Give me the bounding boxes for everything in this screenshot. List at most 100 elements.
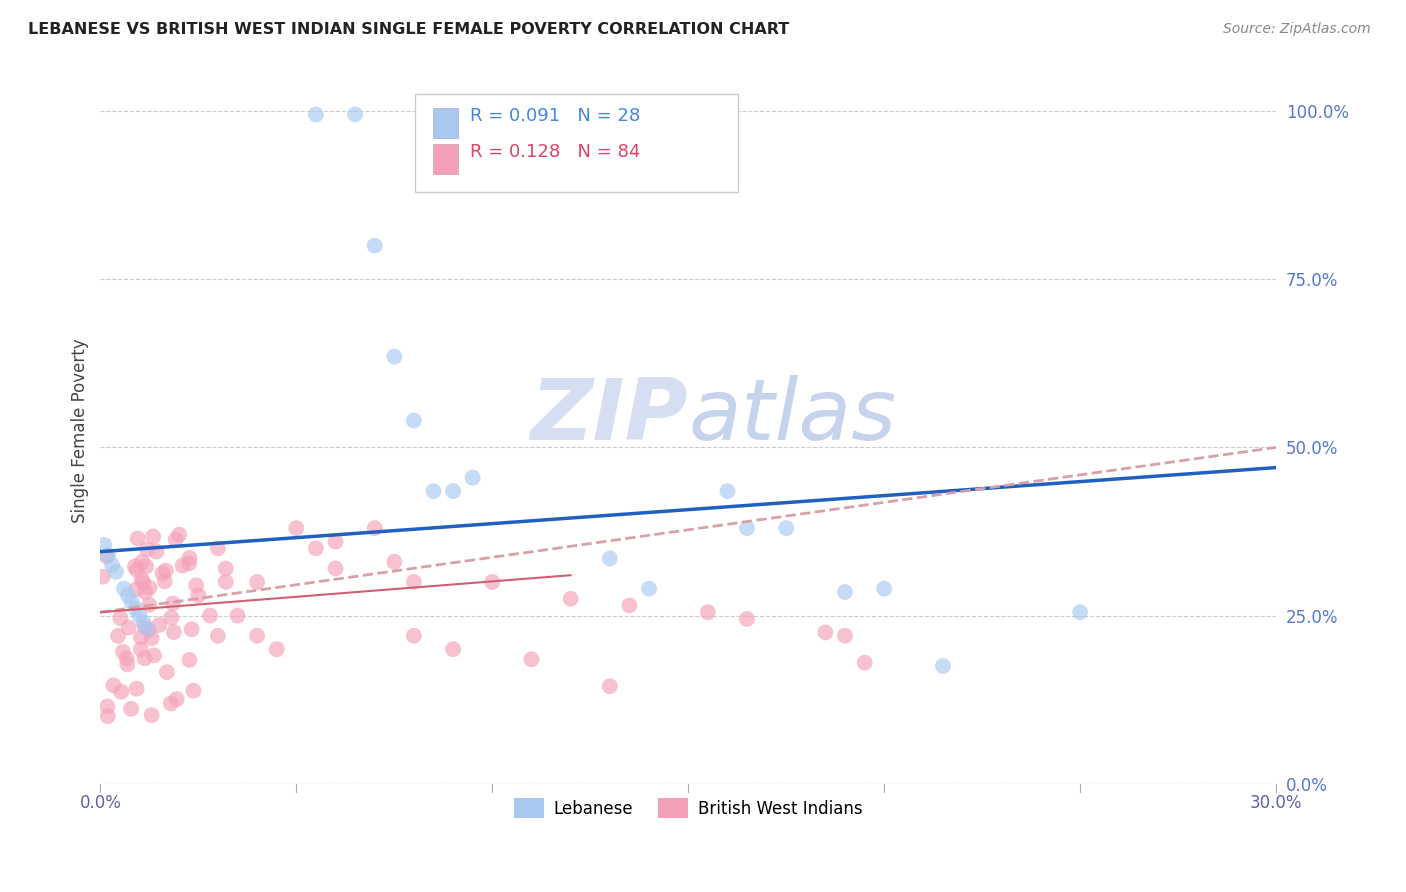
Point [775,521,797,535]
Point [215,574,238,589]
Point [735,521,758,535]
Point [143,648,166,663]
Point [156,665,179,680]
Point [246,574,269,589]
Point [186,578,208,592]
Point [560,591,582,606]
Point [481,574,503,589]
Point [179,653,201,667]
Point [441,484,464,499]
Point [134,651,156,665]
Point [207,541,229,556]
Point [382,555,405,569]
Point [136,542,159,557]
Point [136,622,159,636]
Point [132,575,155,590]
Point [115,651,138,665]
Point [266,642,288,657]
Point [422,484,444,499]
Text: R = 0.128   N = 84: R = 0.128 N = 84 [470,143,640,161]
Point [363,238,385,252]
Point [179,551,201,566]
Legend: Lebanese, British West Indians: Lebanese, British West Indians [508,791,869,825]
Point [129,630,152,644]
Point [120,702,142,716]
Point [132,615,155,630]
Point [101,558,124,573]
Point [179,557,201,571]
Point [138,598,160,612]
Point [97,709,120,723]
Point [873,582,896,596]
Point [131,572,153,586]
Point [127,532,149,546]
Point [166,692,188,706]
Point [1069,605,1091,619]
Point [110,685,132,699]
Point [834,585,856,599]
Point [142,529,165,543]
Point [128,608,150,623]
Point [246,629,269,643]
Point [402,413,425,427]
Point [814,625,837,640]
Point [105,565,128,579]
Point [696,605,718,619]
Point [125,563,148,577]
Point [461,471,484,485]
Point [735,612,758,626]
Point [135,559,157,574]
Point [160,697,183,711]
Point [134,620,156,634]
Point [619,599,641,613]
Point [145,544,167,558]
Point [93,538,115,552]
Y-axis label: Single Female Poverty: Single Female Poverty [72,338,89,523]
Point [180,622,202,636]
Text: LEBANESE VS BRITISH WEST INDIAN SINGLE FEMALE POVERTY CORRELATION CHART: LEBANESE VS BRITISH WEST INDIAN SINGLE F… [28,22,789,37]
Point [153,574,176,589]
Point [165,533,187,547]
Point [96,549,118,564]
Point [134,585,156,599]
Point [121,595,143,609]
Point [125,681,148,696]
Point [148,618,170,632]
Point [226,608,249,623]
Text: ZIP: ZIP [530,375,688,458]
Point [111,645,134,659]
Point [138,623,160,637]
Point [163,625,186,640]
Point [183,683,205,698]
Point [599,679,621,693]
Point [129,642,152,657]
Point [344,107,367,121]
Point [124,602,146,616]
Point [285,521,308,535]
Point [834,629,856,643]
Point [125,582,148,597]
Point [305,107,328,121]
Point [215,561,238,575]
Point [638,582,661,596]
Point [155,564,177,578]
Point [325,561,347,575]
Point [152,566,174,581]
Point [187,588,209,602]
Point [124,559,146,574]
Point [172,558,194,573]
Point [91,570,114,584]
Point [441,642,464,657]
Point [141,632,163,646]
Point [162,597,184,611]
Point [97,548,120,562]
Point [160,611,183,625]
Point [325,534,347,549]
Text: R = 0.091   N = 28: R = 0.091 N = 28 [470,107,640,125]
Text: Source: ZipAtlas.com: Source: ZipAtlas.com [1223,22,1371,37]
Point [107,629,129,643]
Point [167,527,190,541]
Point [853,656,876,670]
Point [117,657,139,672]
Point [599,551,621,566]
